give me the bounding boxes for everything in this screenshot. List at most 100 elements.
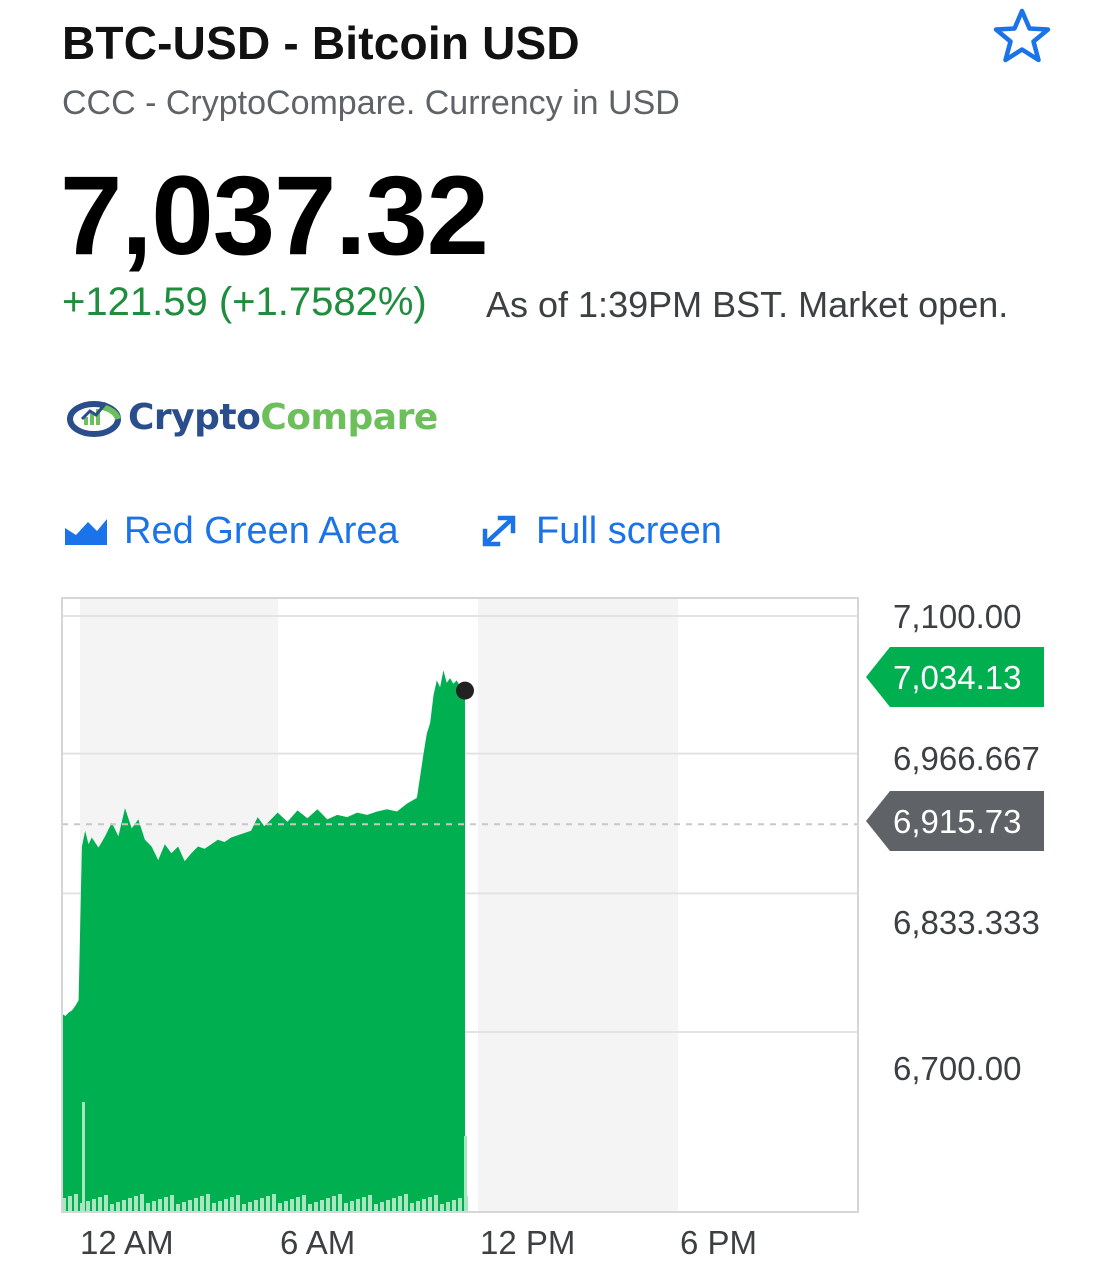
volume-bar	[104, 1195, 108, 1212]
volume-bar	[314, 1202, 318, 1212]
volume-bar	[254, 1200, 258, 1212]
volume-bar	[338, 1194, 342, 1212]
logo-word-compare: Compare	[260, 396, 438, 438]
volume-bar	[404, 1194, 408, 1212]
chart-type-label: Red Green Area	[124, 509, 399, 552]
volume-bar	[98, 1197, 102, 1212]
volume-bar	[206, 1194, 210, 1212]
volume-bar	[82, 1102, 85, 1212]
volume-bar	[440, 1204, 444, 1212]
volume-bar	[452, 1200, 456, 1212]
volume-bar	[416, 1201, 420, 1212]
volume-bar	[224, 1199, 228, 1212]
volume-bar	[290, 1199, 294, 1212]
volume-bar	[326, 1198, 330, 1212]
chart-type-button[interactable]: Red Green Area	[64, 506, 399, 556]
volume-bar	[392, 1198, 396, 1212]
x-tick-label: 12 PM	[480, 1224, 575, 1261]
volume-bar	[332, 1196, 336, 1212]
volume-bar	[236, 1195, 240, 1212]
volume-bar	[302, 1195, 306, 1212]
fullscreen-button[interactable]: Full screen	[478, 506, 722, 556]
volume-bar	[182, 1202, 186, 1212]
current-price: 7,037.32	[60, 153, 489, 278]
volume-bar	[410, 1203, 414, 1212]
y-tick-label: 6,833.333	[893, 904, 1040, 941]
session-band	[678, 598, 858, 1212]
previous-close-tag: 6,915.73	[866, 791, 1044, 851]
volume-bar	[350, 1201, 354, 1212]
market-status: As of 1:39PM BST. Market open.	[486, 284, 1009, 325]
volume-bar	[68, 1196, 72, 1212]
volume-bar	[230, 1197, 234, 1212]
logo-word-crypto: Crypto	[128, 396, 261, 438]
volume-bar	[146, 1203, 150, 1212]
x-tick-label: 12 AM	[80, 1224, 174, 1261]
volume-bar	[200, 1196, 204, 1212]
volume-bar	[164, 1197, 168, 1212]
volume-bar	[272, 1194, 276, 1212]
volume-bar	[170, 1195, 174, 1212]
volume-bar	[362, 1197, 366, 1212]
volume-bar	[248, 1202, 252, 1212]
volume-bar	[242, 1204, 246, 1212]
last-price-dot	[455, 681, 474, 700]
current-price-tag: 7,034.13	[866, 647, 1044, 707]
session-band	[478, 598, 678, 1212]
volume-bar	[128, 1198, 132, 1212]
cryptocompare-logo[interactable]: Crypto Compare	[66, 392, 438, 442]
page-title: BTC-USD - Bitcoin USD	[62, 17, 580, 69]
price-area	[62, 670, 465, 1212]
volume-bar	[368, 1195, 372, 1212]
price-change: +121.59 (+1.7582%)	[62, 280, 427, 324]
exchange-subtitle: CCC - CryptoCompare. Currency in USD	[62, 84, 680, 122]
volume-bar	[266, 1196, 270, 1212]
volume-bar	[152, 1201, 156, 1212]
volume-bar	[320, 1200, 324, 1212]
volume-bar	[92, 1199, 96, 1212]
volume-bar	[428, 1197, 432, 1212]
volume-bar	[284, 1201, 288, 1212]
volume-bar	[422, 1199, 426, 1212]
watchlist-star-button[interactable]	[990, 6, 1054, 66]
volume-bar	[194, 1198, 198, 1212]
volume-bar	[140, 1194, 144, 1212]
volume-bar	[434, 1195, 438, 1212]
area-chart-icon	[65, 519, 107, 545]
fullscreen-label: Full screen	[536, 509, 722, 552]
volume-bar	[134, 1196, 138, 1212]
volume-bar	[260, 1198, 264, 1212]
volume-bar	[62, 1198, 66, 1212]
current-price-tag-text: 7,034.13	[893, 659, 1021, 696]
volume-bar	[176, 1204, 180, 1212]
volume-bar	[212, 1203, 216, 1212]
volume-bar	[446, 1202, 450, 1212]
volume-bar	[116, 1202, 120, 1212]
expand-icon	[482, 515, 516, 547]
y-tick-label: 6,700.00	[893, 1050, 1021, 1087]
volume-bar	[386, 1200, 390, 1212]
y-tick-label: 6,966.667	[893, 740, 1040, 777]
volume-bar	[86, 1201, 90, 1212]
y-tick-label: 7,100.00	[893, 598, 1021, 635]
volume-bar	[308, 1204, 312, 1212]
x-tick-label: 6 PM	[680, 1224, 757, 1261]
x-tick-label: 6 AM	[280, 1224, 355, 1261]
volume-bar	[110, 1204, 114, 1212]
volume-bar	[374, 1204, 378, 1212]
volume-bar	[188, 1200, 192, 1212]
volume-bar	[158, 1199, 162, 1212]
volume-bar	[464, 1136, 467, 1212]
volume-bar	[122, 1200, 126, 1212]
star-icon	[993, 8, 1051, 63]
volume-bar	[458, 1198, 462, 1212]
volume-bar	[380, 1202, 384, 1212]
price-chart[interactable]: 7,100.00 6,966.667 6,833.333 6,700.00 12 AM…	[0, 590, 1116, 1280]
volume-bar	[296, 1197, 300, 1212]
cryptocompare-logo-icon	[67, 401, 121, 437]
volume-bar	[344, 1203, 348, 1212]
volume-bar	[356, 1199, 360, 1212]
volume-bar	[74, 1194, 78, 1212]
volume-bar	[278, 1203, 282, 1212]
volume-bar	[398, 1196, 402, 1212]
